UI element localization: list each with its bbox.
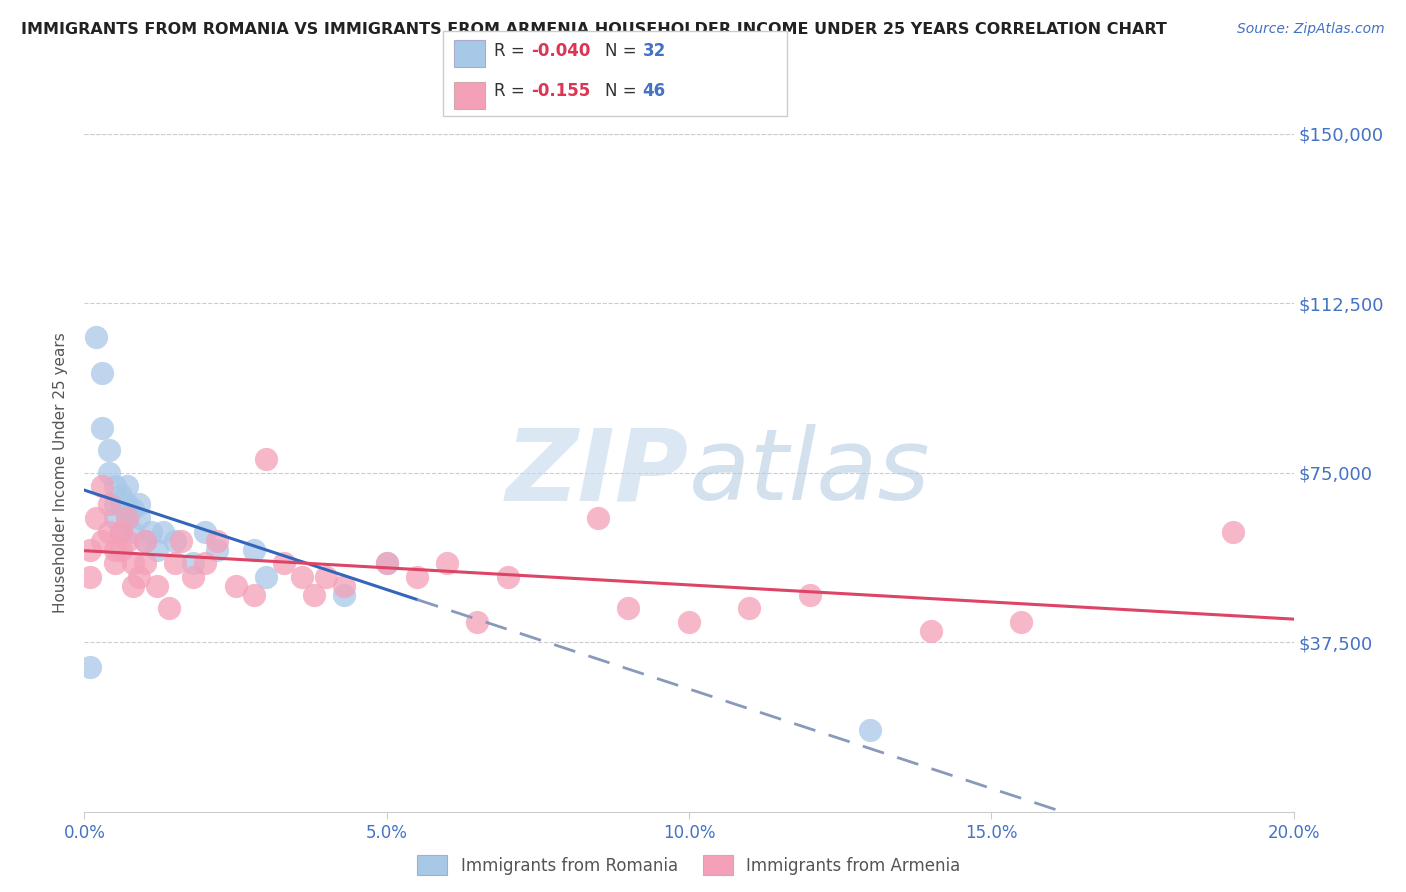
Point: [225, 579, 247, 593]
Text: ZIP: ZIP: [506, 425, 689, 521]
Point: [315, 570, 337, 584]
Point: [165, 533, 187, 548]
Point: [207, 533, 229, 548]
Point: [181, 556, 204, 570]
Point: [139, 524, 162, 539]
Text: N =: N =: [605, 82, 641, 100]
Point: [165, 556, 187, 570]
Point: [79, 542, 101, 557]
Point: [97, 443, 120, 458]
Point: [110, 524, 132, 539]
Text: R =: R =: [494, 82, 530, 100]
Point: [375, 556, 398, 570]
Point: [333, 588, 356, 602]
Text: 46: 46: [643, 82, 665, 100]
Point: [86, 330, 108, 344]
Text: 32: 32: [643, 42, 666, 60]
Text: IMMIGRANTS FROM ROMANIA VS IMMIGRANTS FROM ARMENIA HOUSEHOLDER INCOME UNDER 25 Y: IMMIGRANTS FROM ROMANIA VS IMMIGRANTS FR…: [21, 22, 1167, 37]
Text: -0.155: -0.155: [531, 82, 591, 100]
Point: [375, 556, 398, 570]
Point: [134, 533, 156, 548]
Point: [86, 511, 108, 525]
Point: [134, 556, 156, 570]
Text: Source: ZipAtlas.com: Source: ZipAtlas.com: [1237, 22, 1385, 37]
Point: [121, 524, 143, 539]
Text: atlas: atlas: [689, 425, 931, 521]
Text: N =: N =: [605, 42, 641, 60]
Point: [194, 556, 217, 570]
Point: [91, 533, 114, 548]
Point: [152, 524, 174, 539]
Point: [79, 570, 101, 584]
Point: [242, 588, 264, 602]
Legend: Immigrants from Romania, Immigrants from Armenia: Immigrants from Romania, Immigrants from…: [411, 849, 967, 881]
Text: -0.040: -0.040: [531, 42, 591, 60]
Point: [273, 556, 295, 570]
Point: [110, 524, 132, 539]
Point: [738, 601, 761, 615]
Point: [115, 511, 138, 525]
Point: [170, 533, 193, 548]
Point: [157, 601, 180, 615]
Point: [920, 624, 942, 638]
Point: [254, 570, 277, 584]
Point: [859, 723, 882, 738]
Point: [97, 524, 120, 539]
Point: [242, 542, 264, 557]
Point: [1011, 615, 1033, 629]
Point: [97, 497, 120, 511]
Point: [128, 511, 150, 525]
Text: R =: R =: [494, 42, 530, 60]
Point: [207, 542, 229, 557]
Point: [617, 601, 640, 615]
Point: [97, 466, 120, 480]
Point: [91, 479, 114, 493]
Point: [1222, 524, 1244, 539]
Point: [254, 452, 277, 467]
Point: [436, 556, 458, 570]
Point: [799, 588, 821, 602]
Point: [146, 579, 169, 593]
Point: [496, 570, 519, 584]
Point: [302, 588, 325, 602]
Point: [91, 420, 114, 434]
Point: [128, 570, 150, 584]
Point: [115, 533, 138, 548]
Y-axis label: Householder Income Under 25 years: Householder Income Under 25 years: [53, 333, 69, 613]
Point: [104, 497, 127, 511]
Point: [104, 556, 127, 570]
Point: [104, 542, 127, 557]
Point: [115, 497, 138, 511]
Point: [115, 511, 138, 525]
Point: [194, 524, 217, 539]
Point: [134, 533, 156, 548]
Point: [104, 511, 127, 525]
Point: [678, 615, 700, 629]
Point: [121, 556, 143, 570]
Point: [333, 579, 356, 593]
Point: [146, 542, 169, 557]
Point: [110, 542, 132, 557]
Point: [128, 497, 150, 511]
Point: [588, 511, 610, 525]
Point: [115, 479, 138, 493]
Point: [291, 570, 314, 584]
Point: [110, 488, 132, 502]
Point: [110, 497, 132, 511]
Point: [181, 570, 204, 584]
Point: [79, 660, 101, 674]
Point: [104, 479, 127, 493]
Point: [121, 502, 143, 516]
Point: [467, 615, 489, 629]
Point: [91, 367, 114, 381]
Point: [121, 579, 143, 593]
Point: [406, 570, 429, 584]
